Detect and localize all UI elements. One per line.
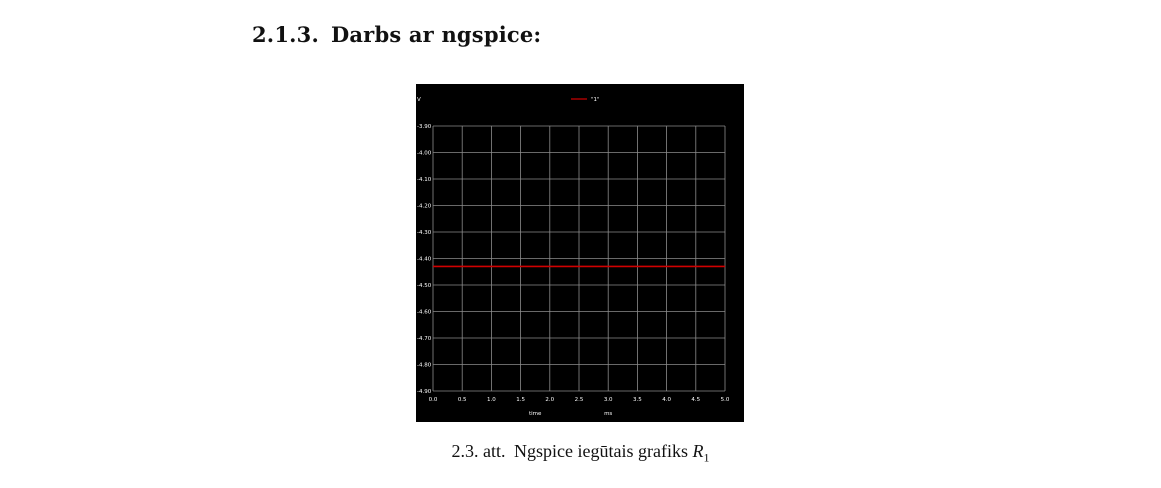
x-tick-label: 4.5 (691, 397, 700, 403)
x-tick-label: 3.0 (604, 397, 613, 403)
x-tick-label: 0.5 (458, 397, 467, 403)
legend-label: "1" (591, 97, 600, 103)
y-axis-label: V (417, 97, 421, 103)
section-number: 2.1.3. (252, 22, 319, 47)
caption-label: 2.3. att. (451, 441, 506, 461)
caption-symbol-letter: R (692, 441, 704, 461)
y-tick-label: -4.30 (417, 230, 432, 236)
y-tick-label: -4.40 (417, 257, 432, 263)
ngspice-plot: 0.0 0.5 1.0 1.5 2.0 2.5 3.0 3.5 4.0 4.5 5.0 -3.90 -4… (416, 84, 744, 422)
section-heading: 2.1.3. Darbs ar ngspice: (252, 22, 541, 47)
caption-text: Ngspice iegūtais grafiks (514, 441, 688, 461)
x-axis-unit: ms (604, 411, 612, 417)
y-tick-label: -4.80 (417, 363, 432, 369)
tick-layer: 0.0 0.5 1.0 1.5 2.0 2.5 3.0 3.5 4.0 4.5 5.0 -3.90 -4… (417, 124, 730, 403)
x-tick-label: 1.5 (516, 397, 525, 403)
x-tick-label: 5.0 (721, 397, 730, 403)
x-tick-label: 0.0 (429, 397, 438, 403)
y-tick-label: -4.50 (417, 283, 432, 289)
y-tick-label: -4.90 (417, 389, 432, 395)
x-tick-label: 3.5 (633, 397, 642, 403)
plot-background (416, 84, 744, 422)
y-tick-label: -3.90 (417, 124, 432, 130)
legend: "1" (571, 97, 600, 103)
caption-symbol: R1 (692, 441, 709, 465)
figure-caption: 2.3. att. Ngspice iegūtais grafiks R1 (0, 441, 1161, 466)
x-tick-label: 2.5 (575, 397, 584, 403)
y-tick-label: -4.70 (417, 336, 432, 342)
y-tick-label: -4.00 (417, 151, 432, 157)
y-tick-label: -4.60 (417, 310, 432, 316)
caption-symbol-subscript: 1 (703, 450, 710, 465)
ngspice-plot-figure: 0.0 0.5 1.0 1.5 2.0 2.5 3.0 3.5 4.0 4.5 5.0 -3.90 -4… (416, 84, 744, 422)
grid-layer (432, 125, 726, 392)
x-tick-label: 1.0 (487, 397, 496, 403)
section-title: Darbs ar ngspice: (330, 22, 542, 47)
x-tick-label: 2.0 (545, 397, 554, 403)
y-tick-label: -4.20 (417, 204, 432, 210)
x-tick-label: 4.0 (662, 397, 671, 403)
y-tick-label: -4.10 (417, 177, 432, 183)
x-axis-label: time (529, 411, 542, 417)
